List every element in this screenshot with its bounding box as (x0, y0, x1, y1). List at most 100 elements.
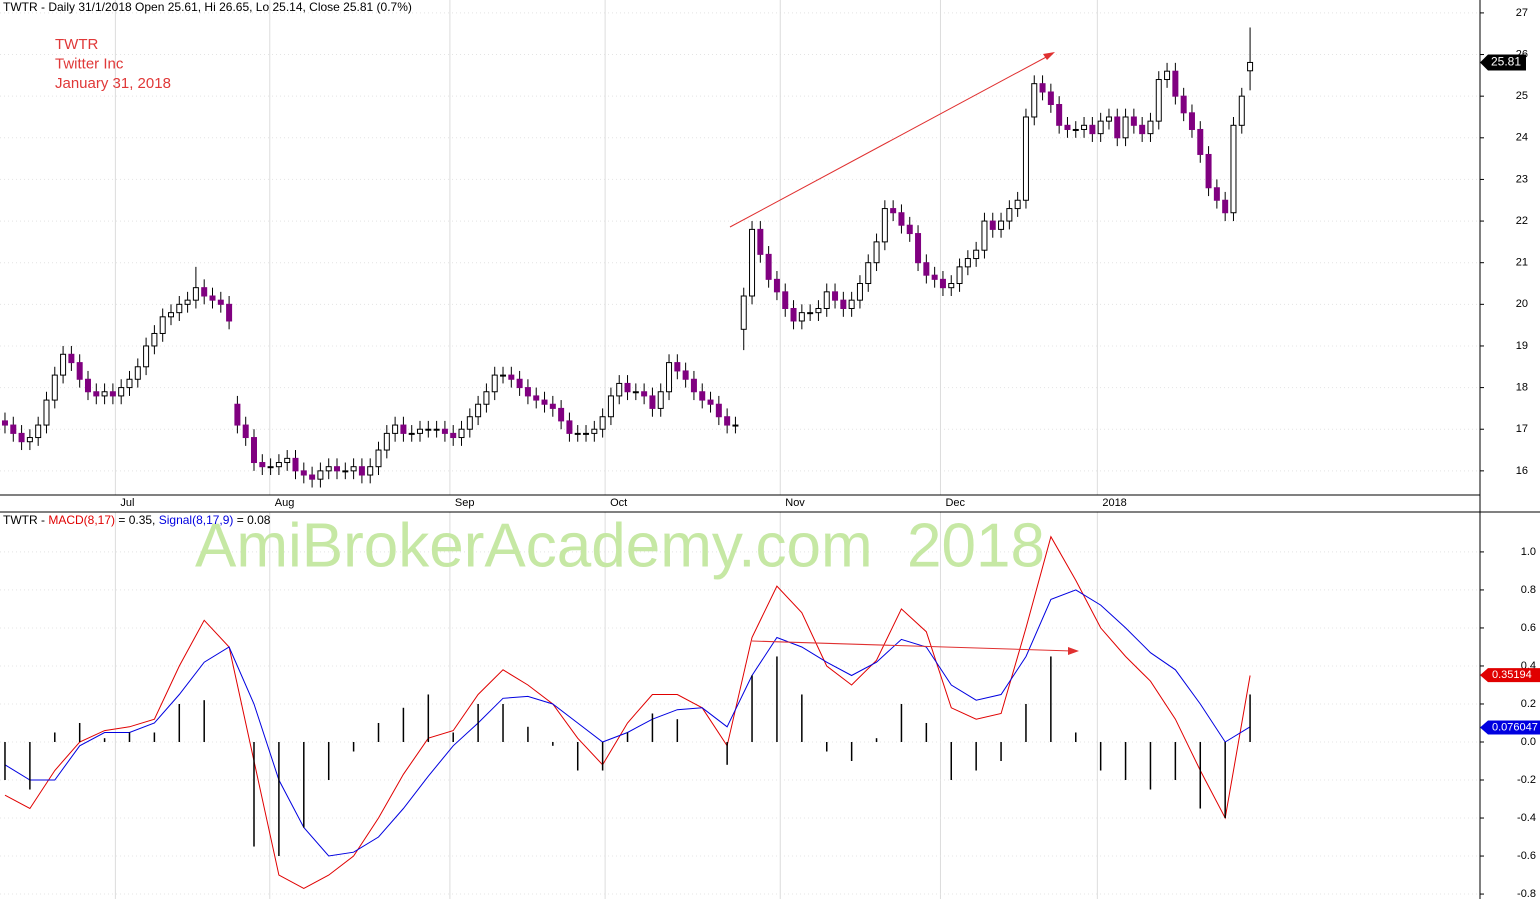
candle-body (275, 462, 282, 468)
watermark: AmiBrokerAcademy.com 2018 (195, 511, 1045, 580)
candle-body (450, 432, 457, 439)
histogram-bar (801, 694, 803, 742)
candle-body (1205, 153, 1212, 189)
candle-body (906, 224, 913, 235)
candle-body (923, 262, 930, 276)
candle-body (931, 274, 938, 280)
histogram-bar (253, 741, 255, 847)
candle-body (856, 283, 863, 301)
candle-body (524, 387, 531, 397)
candle-body (93, 391, 100, 397)
candle-body (1122, 116, 1129, 139)
candle-body (10, 424, 17, 434)
candle-body (109, 391, 116, 397)
histogram-bar (352, 741, 355, 752)
histogram-bar (1224, 741, 1226, 819)
histogram-bar (452, 732, 454, 742)
candle-body (408, 432, 415, 435)
histogram-bar (178, 703, 181, 742)
candle-body (358, 466, 365, 476)
histogram-bar (377, 722, 380, 742)
candle-body (392, 424, 399, 434)
candle-body (18, 432, 25, 443)
x-tick-label: Dec (945, 497, 965, 509)
candle-body (632, 391, 639, 394)
x-tick-label: Nov (785, 497, 805, 509)
candle-body (1130, 116, 1137, 126)
histogram-bar (825, 741, 828, 752)
histogram-bar (78, 722, 81, 742)
candle-body (707, 399, 714, 405)
candle-body (1031, 83, 1038, 118)
candle-body (292, 457, 299, 472)
histogram-bar (278, 741, 280, 857)
grid-layer (0, 0, 1484, 899)
candle-body (167, 312, 174, 318)
candle-body (176, 303, 183, 314)
candle-body (981, 220, 988, 251)
histogram-bar (527, 726, 529, 742)
candle-body (466, 416, 473, 430)
candle-body (815, 307, 822, 314)
candle-body (367, 466, 374, 476)
candle-body (400, 424, 407, 434)
candle-body (267, 466, 274, 469)
histogram-bar (427, 694, 430, 742)
candle-body (201, 287, 208, 297)
candle-body (60, 353, 67, 376)
candle-body (873, 241, 880, 264)
candle-body (657, 391, 664, 409)
candle-body (1213, 187, 1220, 201)
candle-body (773, 278, 780, 293)
histogram-bar (128, 732, 131, 742)
x-tick-label: Jul (120, 497, 134, 509)
candle-body (823, 291, 830, 309)
candle-body (915, 233, 922, 264)
histogram-bar (900, 703, 903, 742)
histogram-bar (1025, 703, 1027, 742)
series-line (4, 535, 1251, 889)
candle-body (798, 312, 805, 322)
x-tick-label: 2018 (1102, 497, 1126, 509)
candle-body (591, 428, 598, 434)
trend-arrow (751, 640, 1073, 652)
candle-body (865, 262, 872, 285)
candle-body (84, 378, 91, 393)
candle-body (259, 462, 266, 468)
candle-body (574, 432, 581, 435)
y-tick-label: 21 (1516, 257, 1528, 269)
histogram-bar (1174, 741, 1177, 781)
chart-title: TWTR - Daily 31/1/2018 Open 25.61, Hi 26… (3, 0, 412, 14)
candle-body (1114, 116, 1121, 139)
histogram-bar (950, 741, 953, 781)
y-tick-label: -0.8 (1517, 888, 1536, 899)
candle-body (1056, 103, 1063, 126)
candle-body (674, 362, 681, 372)
candle-body (126, 378, 133, 389)
candle-body (192, 287, 199, 301)
candle-body (317, 470, 324, 480)
candle-body (483, 391, 490, 405)
candle-body (284, 457, 291, 464)
candle-body (1197, 128, 1204, 155)
candle-body (1139, 124, 1146, 135)
candle-body (898, 212, 905, 226)
histogram-bar (601, 741, 604, 771)
x-tick-label: Oct (610, 497, 627, 509)
candle-body (441, 428, 448, 434)
candle-body (226, 303, 233, 322)
candle-body (939, 278, 946, 289)
y-tick-label: -0.4 (1517, 812, 1536, 824)
annotation: TWTR (55, 36, 98, 53)
candle-body (417, 428, 424, 434)
candle-body (217, 299, 224, 305)
candle-body (151, 332, 158, 347)
y-tick-label: 0.8 (1521, 584, 1536, 596)
arrow-head (1068, 647, 1079, 655)
candle-body (1172, 70, 1179, 97)
histogram-bar (651, 713, 654, 742)
candle-body (740, 295, 747, 330)
